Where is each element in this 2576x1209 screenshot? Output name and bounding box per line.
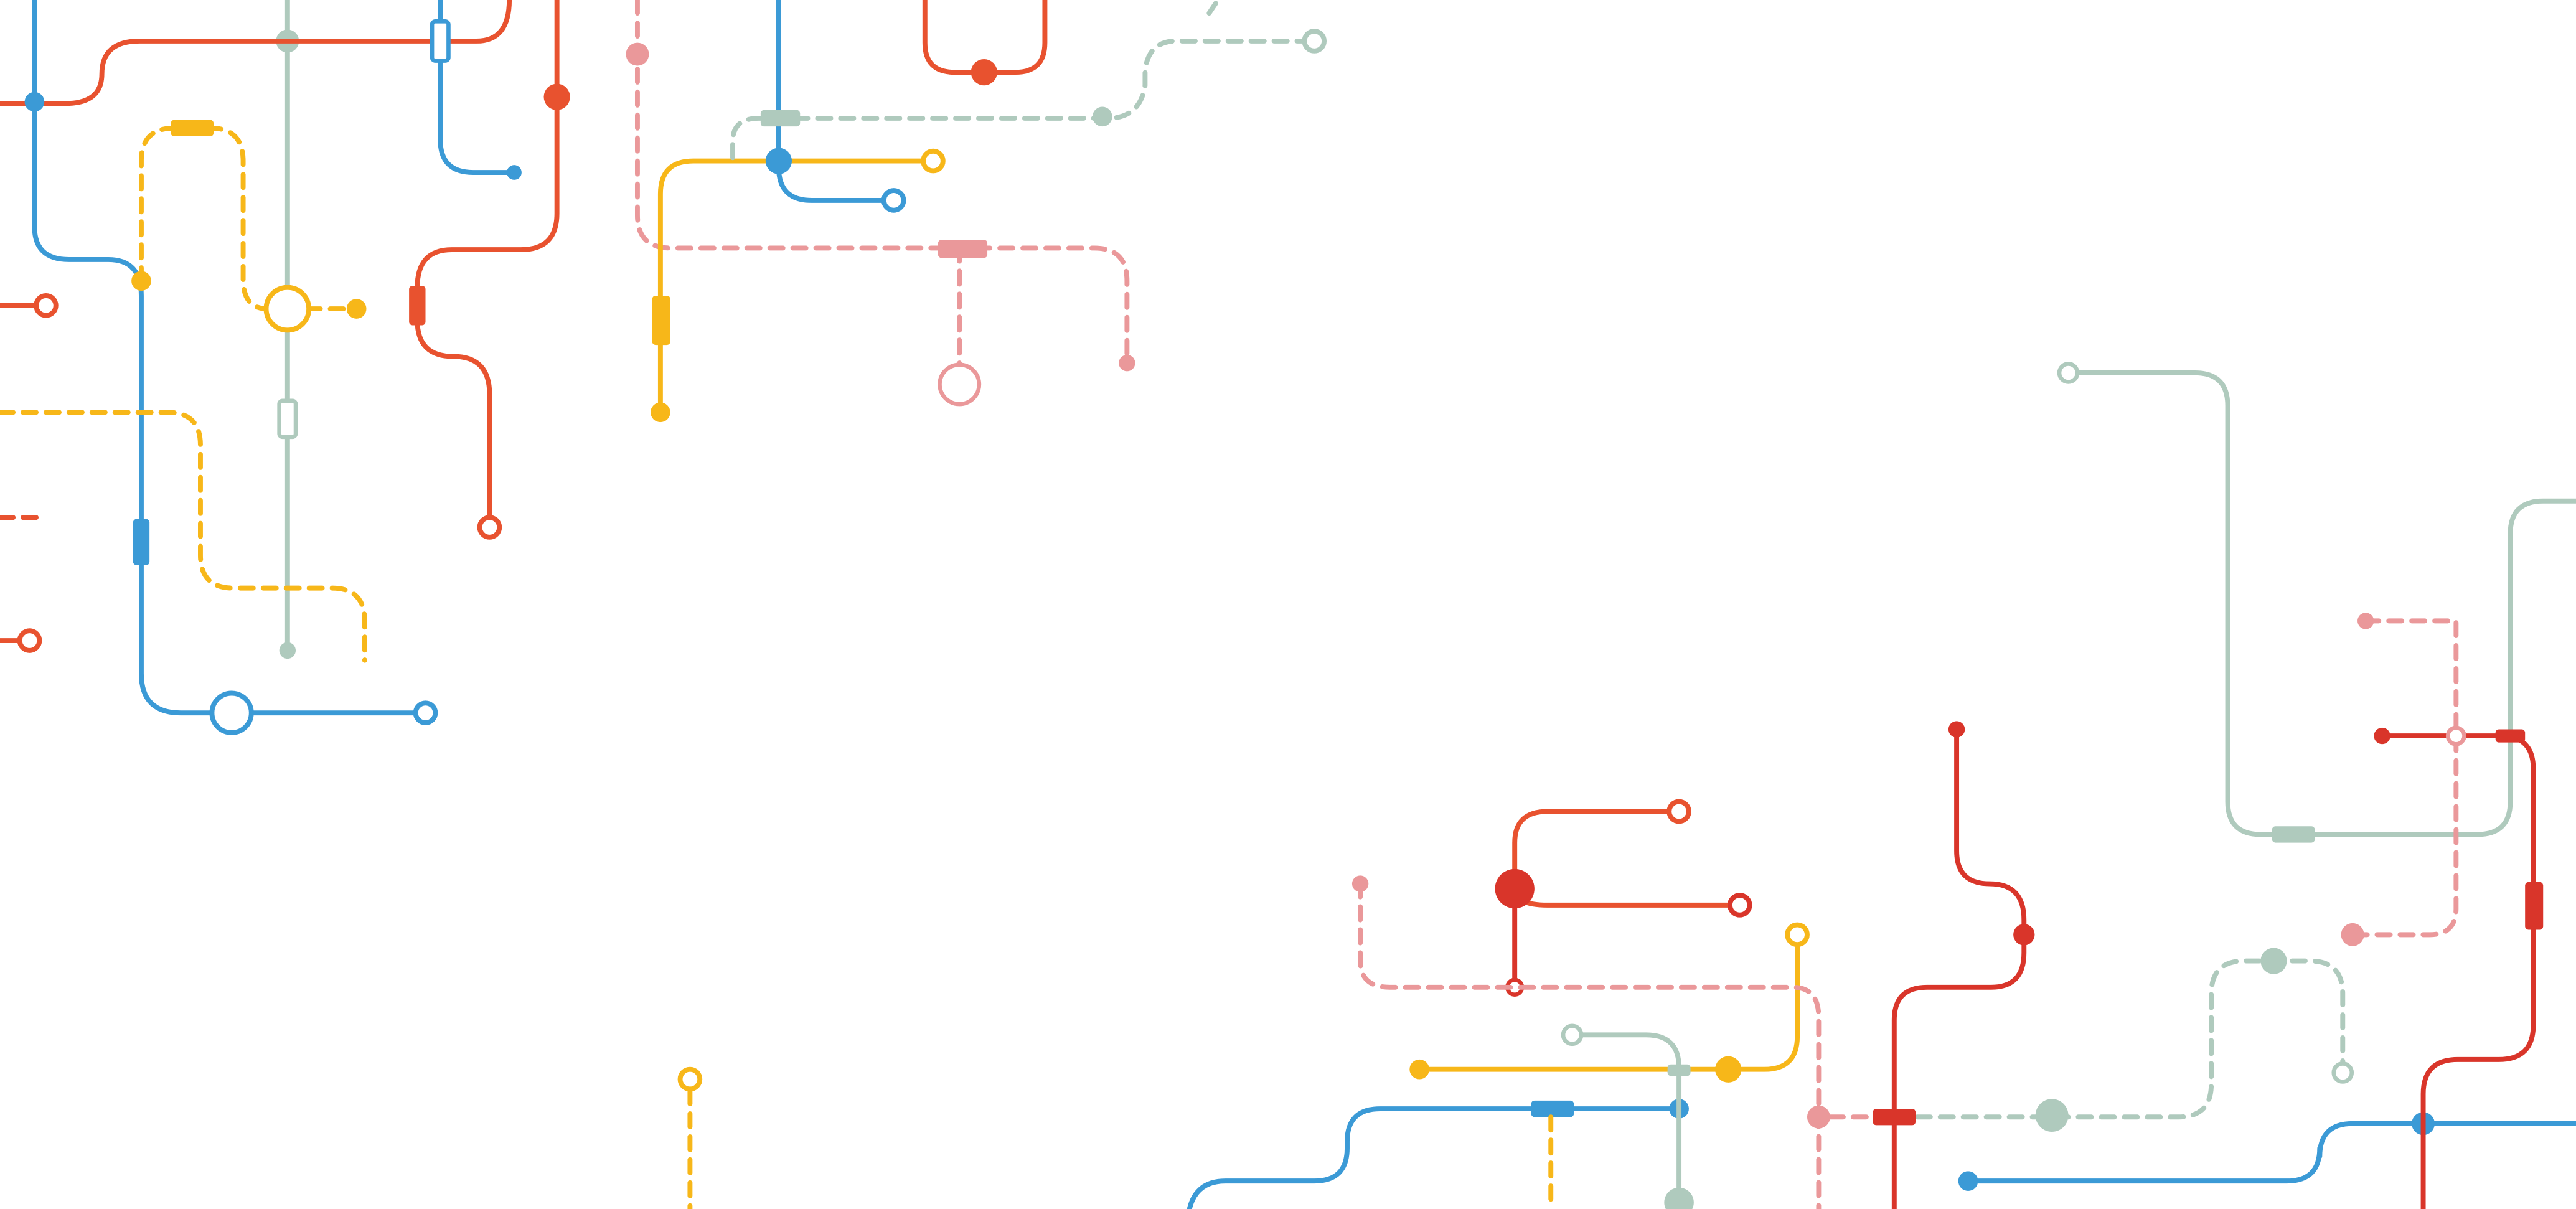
station-blue-end — [413, 700, 438, 725]
station-orange-filled — [543, 83, 570, 110]
station-yellow-dot-right — [346, 299, 367, 319]
station-red-capsule-right — [2525, 882, 2544, 930]
station-yellow-bottom — [651, 402, 670, 423]
station-orange-capsule — [409, 286, 426, 326]
blue-line-left — [32, 0, 426, 716]
orange-line-top — [0, 0, 512, 106]
station-orange-stub-1 — [34, 293, 59, 318]
station-red-top — [1948, 721, 1965, 738]
yellow-line-mid — [657, 158, 926, 413]
station-blue-large-ring — [209, 690, 254, 735]
station-yellow-dot-left — [131, 271, 151, 291]
station-sage-end-top — [1302, 29, 1327, 54]
station-blue-rect-top — [430, 19, 451, 63]
red-line-bottom — [1891, 727, 2027, 1209]
station-sage-capsule-right — [2272, 826, 2315, 843]
pink-dashed-bottom — [1358, 881, 1871, 1209]
station-blue-capsule-bottom — [1531, 1100, 1574, 1117]
station-sage-dot-top — [1092, 106, 1112, 127]
sage-dashed-top — [730, 1, 1307, 161]
station-yellow-stub — [677, 1066, 703, 1092]
station-pink-crossing — [2445, 725, 2466, 746]
yellow-dashed-lower — [0, 410, 367, 663]
station-orange-fork-top — [1666, 799, 1691, 824]
station-blue-dot — [507, 165, 522, 180]
station-pink-right-end — [2341, 923, 2364, 946]
station-orange-stub-2 — [17, 628, 42, 653]
sage-line-right — [2075, 370, 2576, 837]
station-sage-capsule-top — [760, 110, 801, 127]
red-line-right — [2379, 733, 2536, 1209]
station-sage-capsule-bottom — [1667, 1064, 1691, 1076]
blue-line-short — [438, 0, 517, 176]
station-pink-top — [626, 42, 649, 66]
station-blue-capsule — [133, 519, 150, 565]
station-yellow-bottom-end — [1785, 922, 1810, 948]
station-yellow-end — [921, 148, 946, 174]
station-pink-capsule — [938, 240, 988, 258]
station-sage-dashed-top — [2260, 948, 2287, 974]
station-red-hub — [1495, 868, 1535, 909]
station-yellow-bottom-left — [1409, 1059, 1429, 1080]
blue-line-mid — [776, 0, 886, 203]
station-red-mid — [2013, 924, 2035, 946]
station-yellow-capsule-top — [171, 120, 214, 137]
station-sage-right-start — [2057, 362, 2080, 384]
orange-fork-line — [1512, 809, 1732, 908]
pink-dashed-right — [2359, 618, 2459, 938]
station-sage-dashed-mid — [2035, 1099, 2069, 1132]
station-pink-bottom-start — [1351, 875, 1369, 892]
station-yellow-ring — [263, 285, 312, 333]
station-sage-bottom — [279, 642, 296, 659]
station-blue-mid-end — [881, 188, 906, 213]
station-orange-end — [477, 515, 502, 540]
station-blue-right-start — [1958, 1171, 1978, 1191]
station-red-capsule-bottom — [1873, 1109, 1916, 1126]
station-sage-bottom-end — [1664, 1187, 1694, 1209]
station-sage-bottom-start — [1561, 1023, 1584, 1047]
station-pink-right-start — [2357, 613, 2374, 629]
sage-dashed-bottom — [1914, 958, 2346, 1120]
station-sage-capsule — [277, 398, 298, 440]
sage-line-bottom — [1579, 1032, 1682, 1209]
station-red-capsule-top — [2495, 729, 2526, 743]
blue-line-bottom — [1187, 1106, 1682, 1209]
blue-line-right — [1965, 1121, 2576, 1184]
station-orange-u — [971, 59, 997, 86]
pink-dashed-line — [634, 0, 1130, 367]
station-blue-mid — [765, 148, 792, 174]
station-yellow-capsule-mid — [652, 295, 670, 346]
station-pink-bottom-junction — [1807, 1105, 1830, 1129]
station-pink-ring — [938, 362, 982, 407]
yellow-line-bottom — [1417, 942, 1800, 1072]
station-red-right-start — [2374, 727, 2390, 745]
station-orange-fork-mid — [1727, 893, 1752, 918]
station-yellow-bottom-mid — [1715, 1056, 1742, 1083]
station-pink-end — [1119, 354, 1135, 372]
yellow-dashed-loop — [138, 125, 359, 312]
station-sage-dashed-end — [2331, 1061, 2354, 1084]
